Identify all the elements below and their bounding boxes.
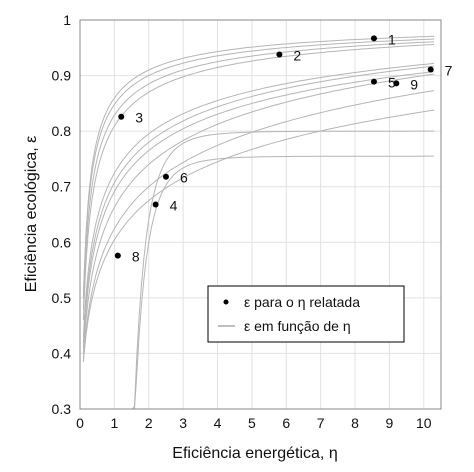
legend-label-points: ε para o η relatada	[244, 294, 360, 310]
data-points: 1 2 3 4 5 6 7 8 9	[114, 31, 453, 265]
y-tick-labels: 0.3 0.4 0.5 0.6 0.7 0.8 0.9 1	[52, 12, 72, 417]
x-tick-label: 8	[351, 415, 359, 431]
y-tick-label: 0.5	[52, 290, 72, 306]
curve-line	[82, 73, 435, 354]
data-point-6	[162, 173, 169, 180]
x-tick-label: 4	[214, 415, 222, 431]
curve-line	[83, 130, 435, 410]
data-point-1	[370, 35, 377, 42]
data-point-label-6: 6	[180, 170, 188, 186]
x-tick-label: 0	[76, 415, 84, 431]
y-axis-title: Eficiência ecológica, ε	[23, 136, 40, 293]
legend-box	[207, 285, 405, 343]
data-point-label-3: 3	[135, 110, 143, 126]
data-point-label-1: 1	[388, 31, 396, 47]
plot-frame	[79, 19, 442, 410]
curve-line	[82, 35, 435, 298]
curve-line	[82, 90, 435, 360]
curve-line	[82, 71, 435, 348]
x-axis-title: Eficiência energética, η	[172, 445, 337, 462]
curve-line	[82, 62, 435, 337]
data-point-label-7: 7	[445, 62, 453, 78]
curve-line	[82, 65, 435, 343]
data-point-label-4: 4	[170, 197, 178, 213]
data-point-label-9: 9	[410, 76, 418, 92]
data-point-2	[276, 51, 283, 58]
x-tick-labels: 0 1 2 3 4 5 6 7 8 9 10	[76, 415, 432, 431]
y-tick-label: 0.6	[52, 234, 72, 250]
data-point-label-5: 5	[388, 75, 396, 91]
legend-dot-marker	[223, 299, 229, 305]
data-point-3	[118, 113, 125, 120]
x-tick-label: 1	[110, 415, 118, 431]
data-point-8	[114, 252, 121, 259]
legend-label-curves: ε em função de η	[244, 318, 351, 334]
y-tick-label: 0.8	[52, 123, 72, 139]
data-point-label-2: 2	[293, 47, 301, 63]
y-tick-label: 0.4	[52, 345, 72, 361]
data-point-5	[370, 78, 377, 85]
y-tick-label: 0.7	[52, 179, 72, 195]
y-tick-label: 0.9	[52, 68, 72, 84]
data-point-4	[152, 201, 159, 208]
y-tick-label: 0.3	[52, 401, 72, 417]
legend: ε para o η relatada ε em função de η	[207, 285, 405, 343]
x-tick-label: 2	[145, 415, 153, 431]
curve-line	[82, 41, 435, 310]
x-tick-label: 10	[416, 415, 432, 431]
x-tick-label: 6	[282, 415, 290, 431]
curve-line	[82, 109, 435, 362]
curve-line	[82, 38, 435, 298]
data-point-9	[393, 80, 400, 87]
curve-line	[82, 43, 435, 321]
x-tick-label: 7	[317, 415, 325, 431]
data-point-label-8: 8	[132, 249, 140, 265]
data-point-7	[427, 66, 434, 73]
x-tick-label: 5	[248, 415, 256, 431]
y-tick-label: 1	[63, 12, 71, 28]
x-tick-label: 9	[386, 415, 394, 431]
x-tick-label: 3	[179, 415, 187, 431]
